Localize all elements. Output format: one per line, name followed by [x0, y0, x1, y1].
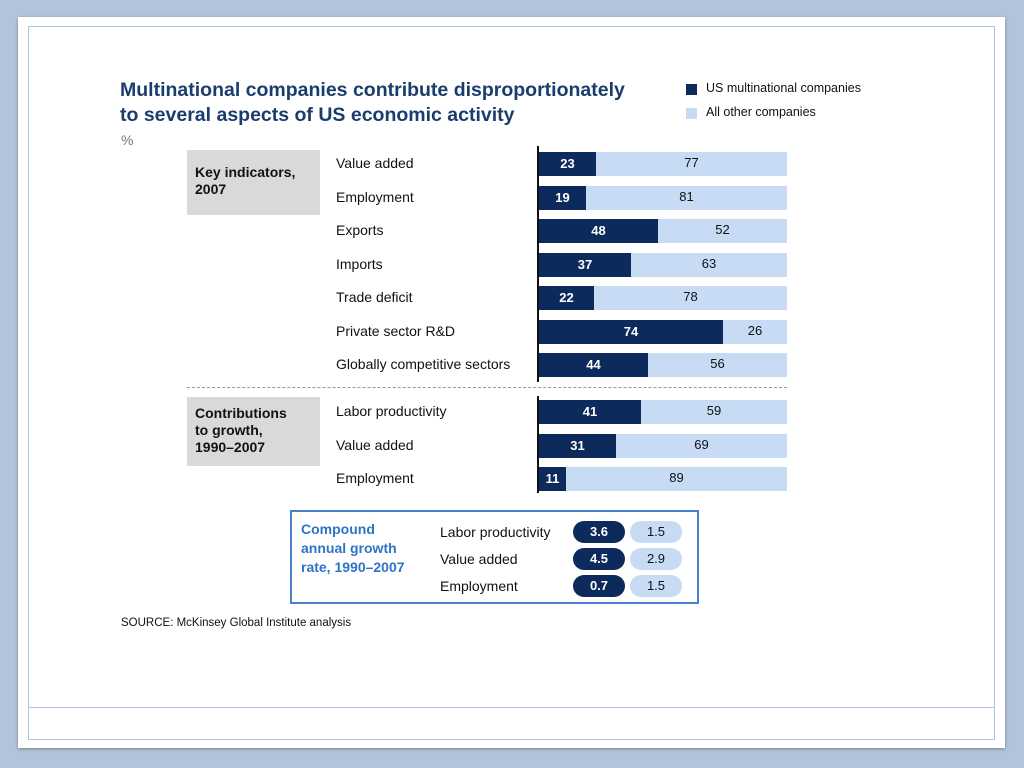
bar-all-other: [616, 433, 787, 458]
frame-right-line: [994, 26, 995, 740]
title-line: Multinational companies contribute dispr…: [120, 79, 625, 101]
growth-rate-box: Compound annual growth rate, 1990–2007 L…: [290, 510, 699, 604]
data-label-us: 22: [559, 290, 574, 305]
bar-us-multinational: [539, 252, 631, 277]
bar-all-other: [594, 286, 787, 310]
section-label-line: 1990–2007: [195, 439, 266, 455]
legend-swatch-us: [686, 84, 697, 95]
growth-value-us: 3.6: [573, 521, 625, 543]
growth-value-other: 1.5: [630, 521, 682, 543]
bar-all-other: [723, 319, 787, 344]
data-label-us: 74: [623, 323, 639, 339]
frame-bottom-line-2: [28, 739, 995, 740]
bar-all-other: [631, 252, 787, 277]
data-label-other: 69: [694, 436, 709, 452]
category-label: Labor productivity: [336, 403, 447, 419]
data-label-other: 26: [747, 322, 763, 338]
section-label-line: Contributions: [195, 405, 287, 421]
data-label-other: 56: [710, 356, 725, 371]
data-label-other: 81: [679, 188, 694, 204]
bar-us-multinational: [539, 286, 594, 310]
bar-us-multinational: [539, 400, 641, 424]
title-line: to several aspects of US economic activi…: [120, 104, 515, 126]
category-label: Employment: [336, 188, 414, 205]
legend-swatch-other: [686, 108, 697, 119]
growth-value-other: 1.5: [630, 575, 682, 597]
data-label-other: 63: [701, 255, 717, 271]
category-label: Value added: [336, 155, 414, 171]
growth-rate-title: Compound annual growth rate, 1990–2007: [301, 520, 405, 577]
category-label: Imports: [336, 255, 383, 272]
frame-bottom-line: [28, 707, 995, 708]
bar-all-other: [566, 467, 787, 491]
section-divider: [187, 387, 787, 388]
data-label-us: 41: [582, 404, 598, 419]
data-label-us: 48: [591, 223, 606, 238]
data-label-other: 52: [715, 222, 730, 237]
category-label: Globally competitive sectors: [336, 356, 511, 372]
category-label: Employment: [336, 470, 414, 486]
source-note: SOURCE: McKinsey Global Institute analys…: [121, 617, 352, 629]
bar-us-multinational: [539, 185, 586, 210]
data-label-other: 78: [683, 289, 698, 304]
section-label-line: Key indicators,: [195, 164, 296, 180]
growth-value-other: 2.9: [630, 548, 682, 570]
bar-us-multinational: [539, 219, 658, 243]
chart-title: Multinational companies contribute dispr…: [120, 78, 625, 128]
bar-us-multinational: [539, 319, 723, 344]
data-label-other: 77: [684, 155, 699, 170]
slide: [18, 17, 1005, 748]
section-label-line: 2007: [195, 181, 227, 197]
growth-value-us: 4.5: [573, 548, 625, 570]
growth-title-line: Compound: [301, 521, 375, 537]
category-label: Exports: [336, 222, 384, 238]
bar-us-multinational: [539, 467, 566, 491]
section-label-contributions: Contributions to growth, 1990–2007: [187, 397, 320, 466]
category-label: Trade deficit: [336, 289, 413, 305]
data-label-us: 11: [545, 471, 560, 486]
section-label-line: to growth,: [195, 422, 263, 438]
axis-line-key-indicators: [537, 146, 539, 382]
bar-all-other: [641, 400, 787, 424]
frame-top-line: [28, 26, 995, 27]
data-label-other: 59: [706, 403, 722, 418]
bar-all-other: [596, 152, 787, 176]
bar-us-multinational: [539, 433, 616, 458]
section-label-key-indicators: Key indicators, 2007: [187, 150, 320, 215]
growth-row-label: Value added: [440, 551, 518, 567]
bar-us-multinational: [539, 152, 596, 176]
category-label: Value added: [336, 436, 414, 453]
growth-value-us: 0.7: [573, 575, 625, 597]
bar-all-other: [658, 219, 787, 243]
axis-line-contributions: [537, 396, 539, 493]
data-label-us: 44: [586, 357, 601, 372]
data-label-us: 31: [570, 437, 585, 453]
category-label: Private sector R&D: [336, 322, 456, 339]
bar-all-other: [648, 353, 787, 377]
data-label-us: 23: [560, 156, 575, 171]
growth-row-label: Labor productivity: [440, 524, 551, 540]
bar-us-multinational: [539, 353, 648, 377]
legend-label: All other companies: [706, 105, 816, 119]
growth-row-label: Employment: [440, 578, 518, 594]
data-label-other: 89: [669, 470, 684, 485]
growth-title-line: rate, 1990–2007: [301, 559, 405, 575]
data-label-us: 37: [577, 256, 593, 272]
frame-left-line: [28, 26, 29, 740]
growth-title-line: annual growth: [301, 540, 397, 556]
data-label-us: 19: [555, 189, 570, 205]
bar-all-other: [586, 185, 787, 210]
legend-label: US multinational companies: [706, 81, 861, 95]
unit-label: %: [121, 132, 134, 148]
